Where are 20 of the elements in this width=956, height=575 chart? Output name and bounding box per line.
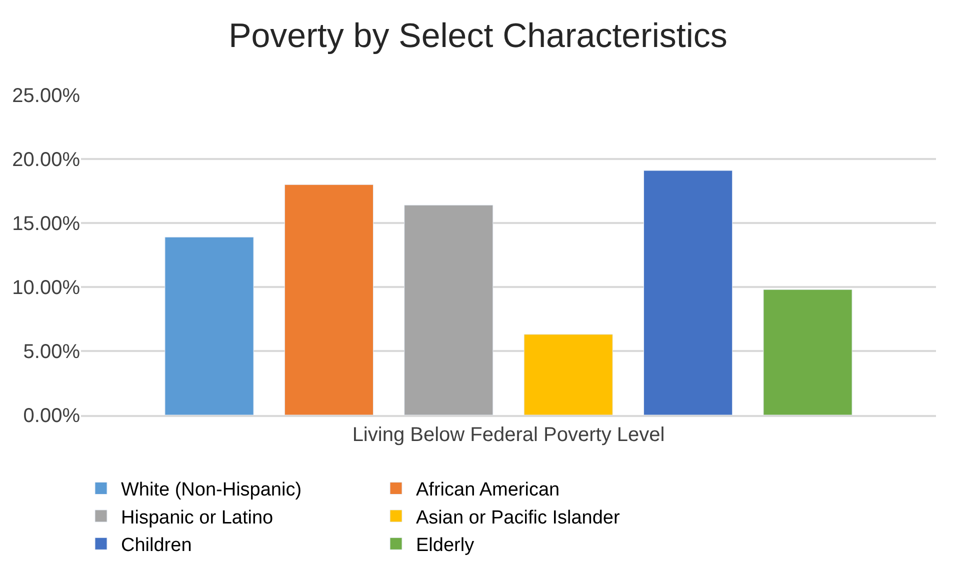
bar [763, 289, 852, 415]
legend-label: Elderly [416, 535, 475, 556]
y-tick-label: 10.00% [12, 277, 80, 299]
legend-label: African American [416, 480, 560, 501]
x-tick-label: Living Below Federal Poverty Level [352, 424, 665, 446]
bar [164, 236, 254, 415]
bar [644, 170, 733, 415]
legend-label: Hispanic or Latino [121, 507, 274, 528]
legend-label: Children [121, 535, 192, 556]
bar [404, 204, 494, 415]
y-tick-label: 15.00% [12, 213, 80, 235]
y-tick-label: 25.00% [12, 85, 80, 107]
y-tick-label: 0.00% [23, 405, 80, 427]
bar [524, 334, 613, 415]
legend-label: White (Non-Hispanic) [121, 480, 302, 501]
y-tick-label: 20.00% [12, 149, 80, 171]
bar [284, 184, 374, 415]
chart-title: Poverty by Select Characteristics [228, 16, 728, 55]
y-tick-label: 5.00% [23, 341, 80, 363]
legend-label: Asian or Pacific Islander [416, 507, 620, 528]
